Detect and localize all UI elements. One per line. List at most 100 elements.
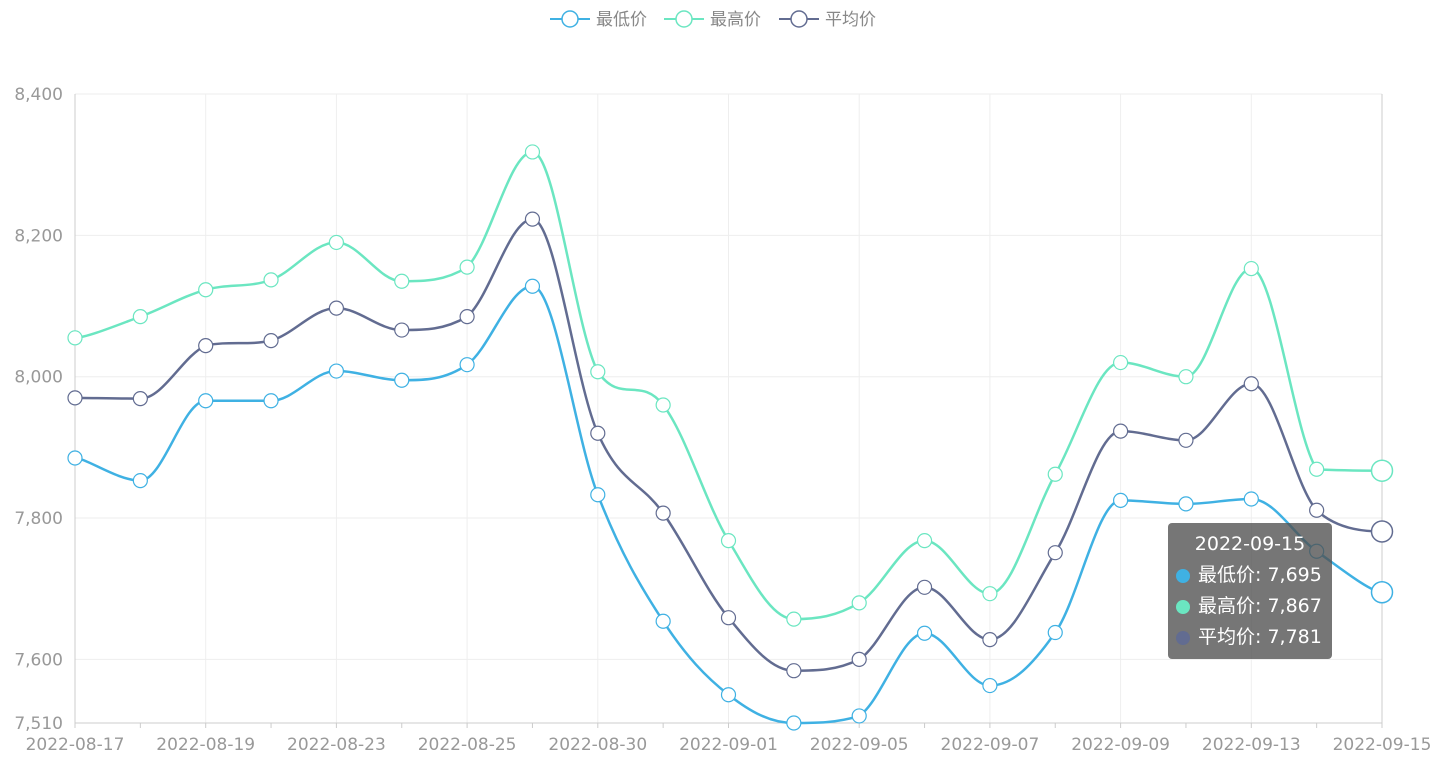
data-point-avg[interactable] <box>916 579 933 595</box>
data-point-min[interactable] <box>1112 492 1129 508</box>
data-point-max[interactable] <box>459 259 475 275</box>
data-point-max[interactable] <box>851 595 867 611</box>
data-point-min[interactable] <box>1178 496 1194 512</box>
y-tick-label: 7,510 <box>14 714 63 734</box>
data-point-avg[interactable] <box>198 338 214 354</box>
data-point-max[interactable] <box>1309 461 1325 477</box>
data-point-min[interactable] <box>655 613 671 629</box>
data-point-max[interactable] <box>1112 354 1129 371</box>
y-tick-label: 7,800 <box>14 509 63 529</box>
legend-item-max[interactable]: 最高价 <box>664 10 761 30</box>
tooltip: 2022-09-15 最低价: 7,695 最高价: 7,867 平均价: 7,… <box>1168 523 1332 659</box>
data-point-min[interactable] <box>328 363 344 379</box>
data-point-max[interactable] <box>524 144 541 160</box>
data-point-avg[interactable] <box>1370 520 1394 543</box>
legend-max-icon <box>675 10 693 28</box>
data-points <box>67 144 1394 731</box>
y-tick-label: 7,600 <box>14 650 63 670</box>
x-tick-label: 2022-08-23 <box>287 735 386 755</box>
data-point-max[interactable] <box>916 533 933 549</box>
data-point-max[interactable] <box>1370 459 1394 482</box>
tooltip-row-avg: 平均价: 7,781 <box>1176 622 1324 653</box>
data-point-max[interactable] <box>1178 369 1194 385</box>
data-point-max[interactable] <box>394 273 410 289</box>
x-tick-label: 2022-09-01 <box>679 735 778 755</box>
series-line-min <box>74 284 1383 725</box>
data-point-min[interactable] <box>916 625 933 641</box>
data-point-max[interactable] <box>590 364 606 380</box>
data-point-avg[interactable] <box>524 211 541 227</box>
data-point-avg[interactable] <box>1178 432 1194 448</box>
legend[interactable]: 最低价 最高价 平均价 <box>550 10 876 30</box>
data-point-min[interactable] <box>132 472 148 489</box>
x-tick-label: 2022-09-15 <box>1333 735 1432 755</box>
y-tick-label: 8,400 <box>14 85 63 105</box>
data-point-avg[interactable] <box>1243 376 1259 392</box>
data-point-min[interactable] <box>590 487 606 503</box>
data-point-max[interactable] <box>263 272 279 288</box>
data-point-max[interactable] <box>328 234 344 251</box>
data-point-max[interactable] <box>655 397 671 413</box>
legend-item-min[interactable]: 最低价 <box>550 10 647 30</box>
data-point-avg[interactable] <box>263 333 279 349</box>
data-point-max[interactable] <box>1243 260 1259 277</box>
x-tick-label: 2022-08-25 <box>418 735 517 755</box>
data-point-min[interactable] <box>1243 491 1259 507</box>
data-point-min[interactable] <box>982 677 998 694</box>
x-tick-label: 2022-09-05 <box>810 735 909 755</box>
data-point-max[interactable] <box>198 282 214 298</box>
data-point-max[interactable] <box>1047 466 1063 482</box>
tooltip-max-marker-icon <box>1176 599 1190 614</box>
data-point-min[interactable] <box>394 372 410 388</box>
y-tick-label: 8,000 <box>14 368 63 388</box>
tooltip-max-text: 最高价: 7,867 <box>1198 595 1322 617</box>
data-point-max[interactable] <box>720 533 737 549</box>
x-tick-label: 2022-09-07 <box>941 735 1040 755</box>
axes: 7,510 7,600 7,800 8,000 8,200 8,400 2022-08-17… <box>14 85 1431 755</box>
legend-avg-label: 平均价 <box>825 10 876 30</box>
data-point-max[interactable] <box>982 586 998 602</box>
data-point-avg[interactable] <box>851 651 867 667</box>
data-point-avg[interactable] <box>786 663 802 679</box>
data-point-min[interactable] <box>67 450 83 466</box>
data-point-max[interactable] <box>786 611 802 627</box>
data-point-max[interactable] <box>67 330 83 346</box>
legend-item-avg[interactable]: 平均价 <box>779 10 876 30</box>
legend-min-label: 最低价 <box>596 10 647 30</box>
data-point-avg[interactable] <box>590 425 606 441</box>
x-tick-label: 2022-08-30 <box>548 735 647 755</box>
legend-avg-icon <box>790 10 808 28</box>
data-point-avg[interactable] <box>982 632 998 648</box>
data-point-min[interactable] <box>263 393 279 409</box>
data-point-avg[interactable] <box>459 309 475 325</box>
y-tick-label: 8,200 <box>14 226 63 246</box>
x-tick-label: 2022-08-17 <box>26 735 125 755</box>
data-point-avg[interactable] <box>132 391 148 407</box>
tooltip-min-marker-icon <box>1176 568 1190 583</box>
data-point-min[interactable] <box>1370 581 1394 604</box>
data-point-min[interactable] <box>1047 624 1063 641</box>
data-point-min[interactable] <box>786 715 802 731</box>
tooltip-min-text: 最低价: 7,695 <box>1198 564 1322 586</box>
tooltip-row-max: 最高价: 7,867 <box>1176 591 1324 622</box>
tooltip-avg-text: 平均价: 7,781 <box>1198 626 1322 648</box>
data-point-min[interactable] <box>851 708 867 724</box>
x-tick-label: 2022-09-13 <box>1202 735 1301 755</box>
data-point-avg[interactable] <box>328 300 344 316</box>
data-point-max[interactable] <box>132 309 148 325</box>
data-point-avg[interactable] <box>720 610 737 626</box>
data-point-avg[interactable] <box>1309 502 1325 518</box>
x-tick-label: 2022-09-09 <box>1071 735 1170 755</box>
data-point-min[interactable] <box>198 393 214 409</box>
data-point-avg[interactable] <box>1112 423 1129 439</box>
data-point-avg[interactable] <box>655 505 671 521</box>
data-point-min[interactable] <box>459 357 475 373</box>
tooltip-avg-marker-icon <box>1176 630 1190 645</box>
data-point-min[interactable] <box>524 278 541 294</box>
data-point-avg[interactable] <box>1047 545 1063 561</box>
tooltip-title: 2022-09-15 <box>1194 533 1306 555</box>
data-point-avg[interactable] <box>394 322 410 338</box>
data-point-min[interactable] <box>720 687 737 703</box>
legend-min-icon <box>561 10 579 28</box>
data-point-avg[interactable] <box>67 390 83 406</box>
